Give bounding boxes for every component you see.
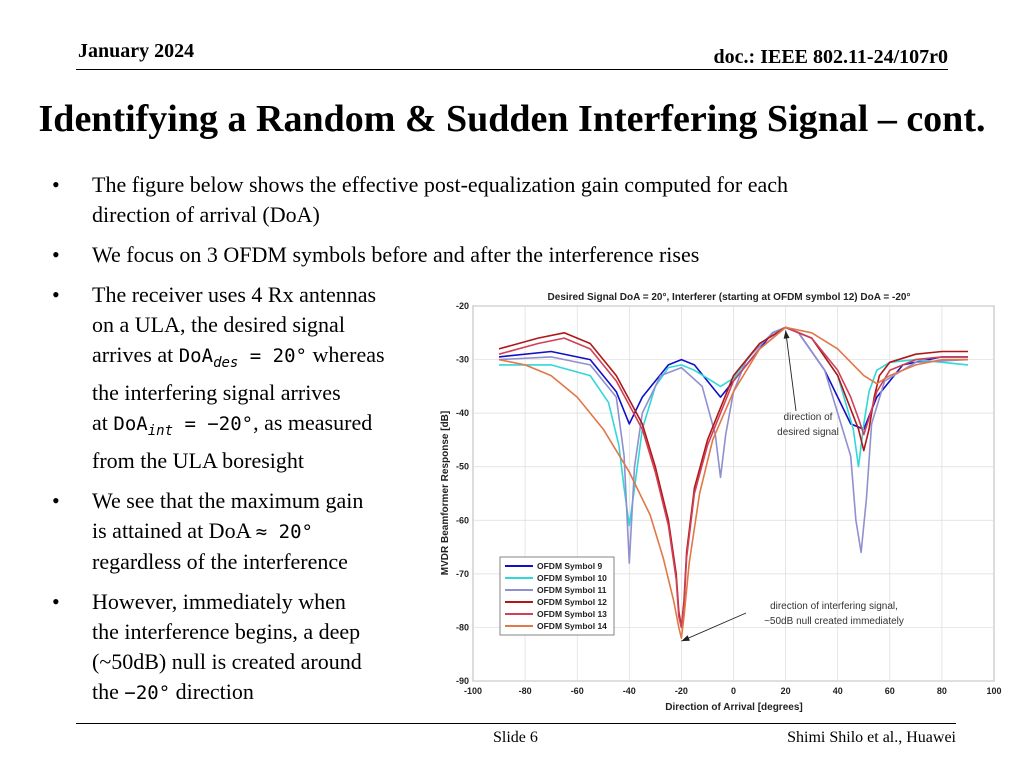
bullet-text: We see that the maximum gain [92,487,364,513]
chart-title: Desired Signal DoA = 20°, Interferer (st… [548,292,911,303]
x-tick-label: 40 [833,686,843,696]
annotation-interferer-line1: direction of interfering signal, [770,601,898,612]
y-tick-label: -90 [456,676,469,686]
bullet-text: whereas [307,342,385,367]
y-axis-label: MVDR Beamformer Response [dB] [440,411,451,575]
bullet-item: • The figure below shows the effective p… [52,170,932,230]
math-doa-int: DoAint = −20° [113,412,254,439]
bullet-text: direction of arrival (DoA) [92,202,320,227]
y-tick-label: -80 [456,622,469,632]
x-tick-label: 100 [986,686,1001,696]
series-line-5 [498,326,968,629]
y-tick-label: -60 [456,515,469,525]
footer-author: Shimi Shilo et al., Huawei [787,729,956,746]
header-doc-id: doc.: IEEE 802.11-24/107r0 [713,46,948,68]
series-line-4 [498,326,968,629]
bullet-text: on a ULA, the desired signal [92,312,345,337]
legend-entry: OFDM Symbol 13 [537,609,607,619]
bullet-dot-icon: • [52,282,60,307]
bullet-text: The receiver uses 4 Rx antennas [92,282,377,307]
x-tick-label: 80 [937,686,947,696]
legend-entry: OFDM Symbol 9 [537,561,602,571]
bullet-text: We focus on 3 OFDM symbols before and af… [92,242,700,267]
slide-number: Slide 6 [493,729,538,746]
x-tick-labels: -100 -80 -60 -40 -20 0 20 40 60 80 100 [464,686,1002,696]
annotation-desired-line2: desired signal [777,427,839,438]
annotation-desired-arrow [785,330,797,412]
bullet-text: arrives at [92,342,179,367]
x-tick-label: 20 [781,686,791,696]
bullet-text: the interfering signal arrives [92,379,341,405]
x-tick-label: 0 [731,686,736,696]
y-tick-labels: -20 -30 -40 -50 -60 -70 -80 -90 [456,301,469,686]
y-tick-label: -70 [456,569,469,579]
bullet-text: regardless of the interference [92,548,348,574]
legend-entry: OFDM Symbol 10 [537,573,607,583]
bullet-item: • We focus on 3 OFDM symbols before and … [52,240,932,270]
header-date: January 2024 [78,40,195,62]
bullet-dot-icon: • [52,242,60,267]
legend-box [499,556,615,636]
legend-entry: OFDM Symbol 11 [537,585,607,595]
bullet-dot-icon: • [52,487,60,513]
annotation-desired-arrowhead [783,330,790,339]
annotation-desired-line1: direction of [784,412,833,423]
bullet-text: direction [170,678,254,704]
bullet-item: • The receiver uses 4 Rx antennas on a U… [52,280,452,476]
annotations: direction of desired signal direction of… [681,330,904,642]
series-lines [498,326,969,639]
bullet-item: • However, immediately when the interfer… [52,587,452,708]
annotation-interferer-line2: ~50dB null created immediately [764,616,904,627]
slide-title: Identifying a Random & Sudden Interferin… [38,98,986,140]
legend-entry: OFDM Symbol 14 [537,621,607,631]
bullet-text: The figure below shows the effective pos… [92,172,789,197]
y-tick-label: -30 [456,355,469,365]
x-tick-label: -60 [571,686,584,696]
bullet-text: the interference begins, a deep [92,618,361,644]
bullet-list: • The figure below shows the effective p… [52,170,932,718]
bullet-text: (~50dB) null is created around [92,648,362,674]
bullet-text: at [92,409,114,435]
annotation-interferer-arrow [681,612,747,642]
y-tick-label: -40 [456,408,469,418]
bullet-item: • We see that the maximum gain is attain… [52,486,452,577]
series-line-6 [498,326,968,639]
bullet-dot-icon: • [52,172,60,197]
math-minus-20: −20° [124,681,171,704]
series-line-2 [499,326,969,527]
y-tick-label: -50 [456,462,469,472]
x-tick-label: -100 [464,686,482,696]
bullet-text: , as measured [253,409,373,435]
legend: OFDM Symbol 9 OFDM Symbol 10 OFDM Symbol 1… [499,556,615,636]
bullet-dot-icon: • [52,588,60,614]
math-approx-20: ≈ 20° [255,520,313,543]
legend-entry: OFDM Symbol 12 [537,597,607,607]
mvdr-response-chart: Desired Signal DoA = 20°, Interferer (st… [440,292,1002,713]
bullet-text: from the ULA boresight [92,447,305,473]
y-tick-label: -20 [456,301,469,311]
x-tick-label: -40 [623,686,636,696]
math-doa-des: DoAdes = 20° [178,345,307,371]
x-axis-label: Direction of Arrival [degrees] [665,702,802,713]
bullet-text: is attained at DoA [92,517,256,543]
x-tick-label: -80 [519,686,532,696]
x-tick-label: 60 [885,686,895,696]
x-tick-label: -20 [675,686,688,696]
series-line-3 [498,326,969,564]
annotation-interferer-arrowhead [681,635,690,642]
bullet-text: However, immediately when [92,588,346,614]
header-divider [76,69,948,70]
bullet-text: the [92,678,125,704]
footer-divider [76,723,956,724]
